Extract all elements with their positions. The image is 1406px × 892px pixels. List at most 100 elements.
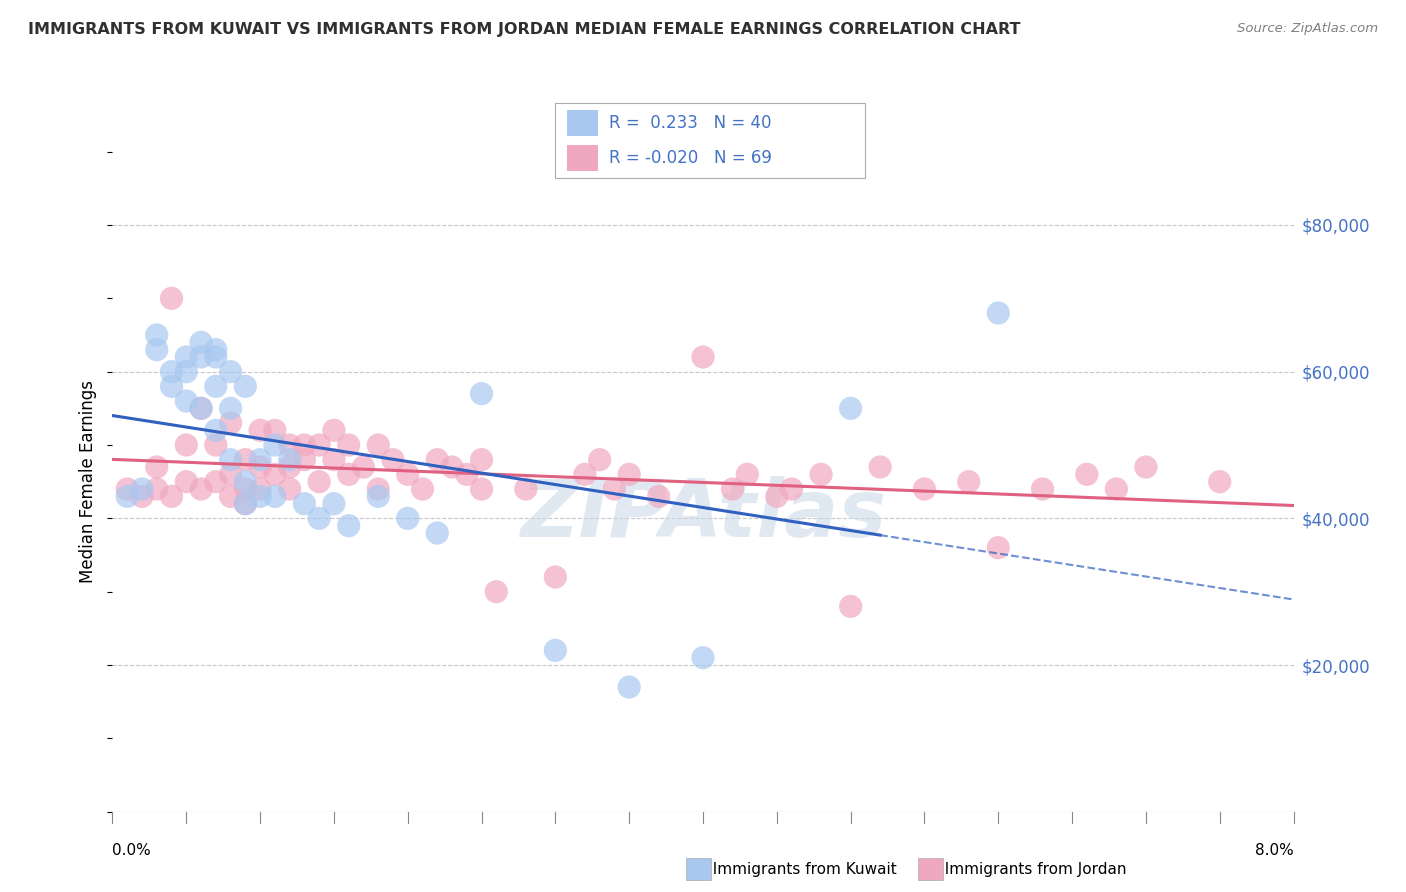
Point xyxy=(692,650,714,665)
Point xyxy=(308,511,330,525)
Text: Source: ZipAtlas.com: Source: ZipAtlas.com xyxy=(1237,22,1378,36)
Text: 0.0%: 0.0% xyxy=(112,843,152,858)
Text: IMMIGRANTS FROM KUWAIT VS IMMIGRANTS FROM JORDAN MEDIAN FEMALE EARNINGS CORRELAT: IMMIGRANTS FROM KUWAIT VS IMMIGRANTS FRO… xyxy=(28,22,1021,37)
Point xyxy=(1076,467,1098,482)
Point xyxy=(603,482,626,496)
Point xyxy=(382,452,405,467)
Point xyxy=(574,467,596,482)
Point xyxy=(205,379,228,393)
Point xyxy=(292,438,315,452)
Point xyxy=(219,452,242,467)
Point xyxy=(396,467,419,482)
Point xyxy=(219,489,242,503)
Point xyxy=(544,570,567,584)
Point xyxy=(146,460,169,475)
Point xyxy=(131,489,153,503)
Point xyxy=(278,482,301,496)
Point xyxy=(308,475,330,489)
Point xyxy=(117,482,138,496)
Point xyxy=(278,460,301,475)
Point xyxy=(987,306,1010,320)
Point xyxy=(292,452,315,467)
Point xyxy=(471,386,494,401)
Point xyxy=(485,584,508,599)
Point xyxy=(249,460,271,475)
Point xyxy=(174,365,197,379)
Point xyxy=(987,541,1010,555)
Point xyxy=(264,438,287,452)
Point xyxy=(869,460,891,475)
Point xyxy=(1105,482,1128,496)
Point xyxy=(323,497,346,511)
Text: 8.0%: 8.0% xyxy=(1254,843,1294,858)
Point xyxy=(205,350,228,364)
Point xyxy=(619,680,641,694)
Text: Immigrants from Jordan: Immigrants from Jordan xyxy=(935,863,1126,877)
Point xyxy=(810,467,832,482)
Point xyxy=(426,452,449,467)
Point xyxy=(233,379,256,393)
Point xyxy=(233,482,256,496)
Text: R = -0.020   N = 69: R = -0.020 N = 69 xyxy=(609,149,772,167)
Point xyxy=(352,460,374,475)
Point xyxy=(839,599,862,614)
Point xyxy=(471,452,494,467)
Point xyxy=(367,482,389,496)
Point xyxy=(308,438,330,452)
Point xyxy=(219,365,242,379)
Point xyxy=(441,460,464,475)
Point xyxy=(190,350,212,364)
Point xyxy=(278,452,301,467)
Point xyxy=(174,475,197,489)
Point xyxy=(219,467,242,482)
Point xyxy=(190,335,212,350)
Point xyxy=(456,467,478,482)
Point xyxy=(292,497,315,511)
Point xyxy=(146,328,169,343)
Point xyxy=(1135,460,1157,475)
Point xyxy=(160,489,183,503)
Point xyxy=(249,423,271,437)
Point xyxy=(544,643,567,657)
Point xyxy=(588,452,610,467)
Point xyxy=(396,511,419,525)
Text: R =  0.233   N = 40: R = 0.233 N = 40 xyxy=(609,114,772,132)
Point xyxy=(160,291,183,305)
Point xyxy=(233,497,256,511)
Point xyxy=(249,489,271,503)
Point xyxy=(914,482,936,496)
Point xyxy=(190,482,212,496)
Point xyxy=(205,438,228,452)
Point xyxy=(337,438,360,452)
Point xyxy=(323,423,346,437)
Point xyxy=(721,482,744,496)
Point xyxy=(190,401,212,416)
Point xyxy=(205,475,228,489)
Point xyxy=(264,489,287,503)
Y-axis label: Median Female Earnings: Median Female Earnings xyxy=(79,380,97,583)
Point xyxy=(219,401,242,416)
Point xyxy=(515,482,537,496)
Text: Immigrants from Kuwait: Immigrants from Kuwait xyxy=(703,863,897,877)
Point xyxy=(233,497,256,511)
Point xyxy=(367,438,389,452)
Point xyxy=(337,518,360,533)
Point xyxy=(412,482,434,496)
Point xyxy=(249,482,271,496)
Point xyxy=(190,401,212,416)
Point xyxy=(780,482,803,496)
Point xyxy=(146,482,169,496)
Point xyxy=(131,482,153,496)
Point xyxy=(471,482,494,496)
Point xyxy=(146,343,169,357)
Point xyxy=(174,438,197,452)
Point xyxy=(264,467,287,482)
Point xyxy=(647,489,671,503)
Point xyxy=(174,394,197,409)
Text: ZIPAtlas: ZIPAtlas xyxy=(520,475,886,554)
Point xyxy=(219,416,242,430)
Point xyxy=(839,401,862,416)
Point xyxy=(737,467,759,482)
Point xyxy=(264,423,287,437)
Point xyxy=(249,452,271,467)
